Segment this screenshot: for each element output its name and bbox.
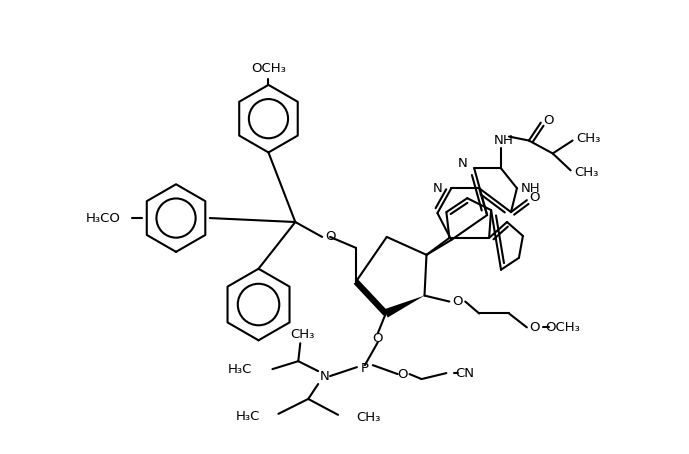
Text: CH₃: CH₃ [575,166,599,179]
Text: N: N [320,370,330,383]
Text: H: H [503,134,513,147]
Text: O: O [530,321,540,334]
Text: CH₃: CH₃ [290,328,314,341]
Text: NH: NH [521,182,541,195]
Text: H₃C: H₃C [236,410,260,423]
Text: H₃C: H₃C [228,363,253,375]
Polygon shape [384,296,424,317]
Text: N: N [457,157,467,170]
Text: O: O [373,332,383,345]
Text: CH₃: CH₃ [576,132,601,145]
Text: OCH₃: OCH₃ [545,321,580,334]
Text: O: O [398,368,408,380]
Text: OCH₃: OCH₃ [251,62,286,75]
Text: H₃CO: H₃CO [85,212,121,225]
Text: CH₃: CH₃ [356,411,380,424]
Text: O: O [325,231,336,243]
Text: O: O [544,114,554,127]
Text: N: N [433,182,442,195]
Text: P: P [361,362,369,375]
Text: N: N [494,134,504,147]
Text: O: O [452,295,462,308]
Text: O: O [530,191,540,204]
Text: CN: CN [455,366,474,380]
